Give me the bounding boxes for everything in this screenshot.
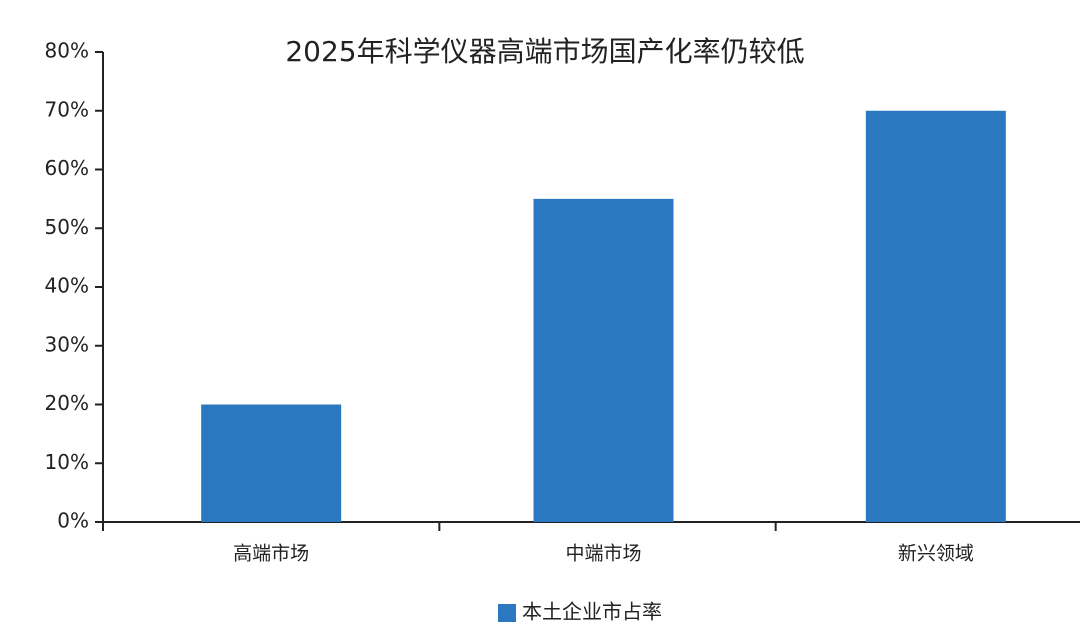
- y-tick-label: 40%: [45, 274, 89, 298]
- y-tick-label: 70%: [45, 97, 89, 121]
- y-tick-label: 0%: [57, 509, 89, 533]
- chart-title: 2025年科学仪器高端市场国产化率仍较低: [285, 35, 804, 68]
- x-tick-label: 新兴领域: [898, 543, 974, 565]
- y-tick-label: 50%: [45, 215, 89, 239]
- y-tick-label: 30%: [45, 332, 89, 356]
- legend-swatch: [498, 604, 516, 622]
- y-tick-label: 80%: [45, 39, 89, 63]
- x-tick-label: 中端市场: [565, 543, 641, 565]
- y-tick-label: 20%: [45, 391, 89, 415]
- bar: [533, 198, 674, 522]
- bar: [201, 404, 342, 522]
- y-tick-label: 10%: [45, 450, 89, 474]
- bar: [865, 110, 1006, 522]
- legend-label: 本土企业市占率: [522, 600, 662, 624]
- x-tick-label: 高端市场: [233, 543, 309, 565]
- y-tick-label: 60%: [45, 156, 89, 180]
